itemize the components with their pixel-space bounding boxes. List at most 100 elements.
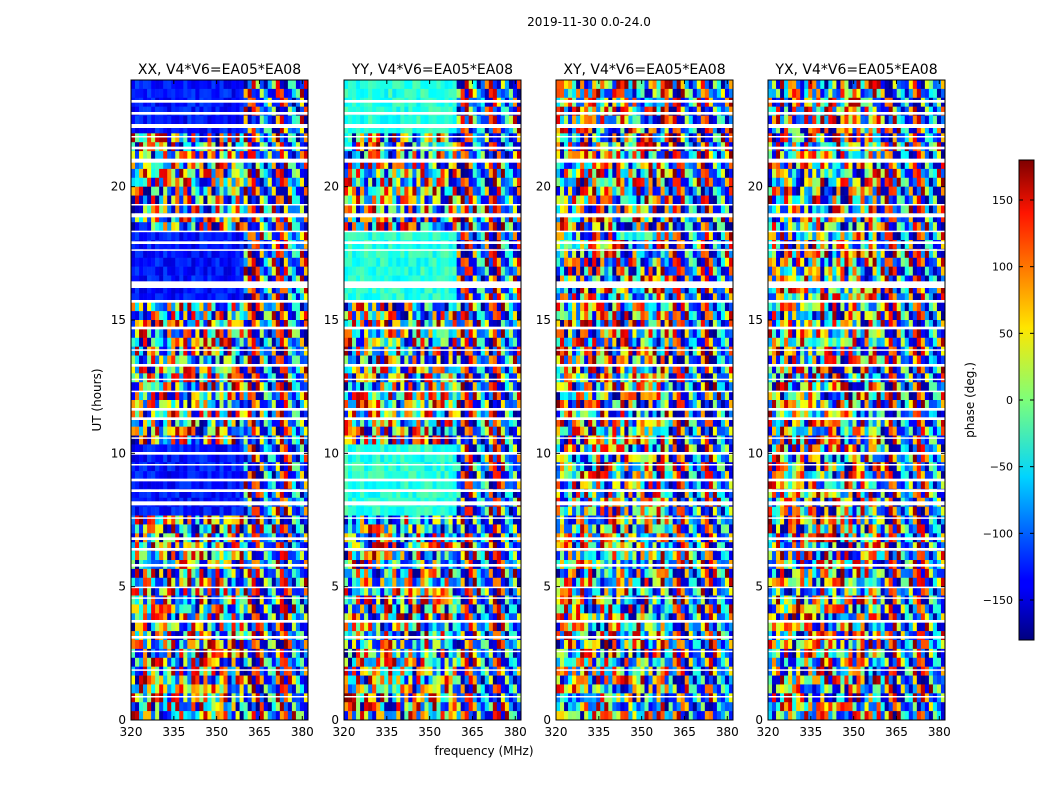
flagged-row <box>131 136 308 138</box>
heatmap-cell <box>187 364 192 374</box>
heatmap-cell <box>267 435 273 445</box>
heatmap-cell <box>344 391 349 401</box>
heatmap-cell <box>259 382 265 392</box>
heatmap-cell <box>251 435 256 445</box>
heatmap-cell <box>468 168 474 179</box>
heatmap-cell <box>167 151 172 161</box>
heatmap-cell <box>155 400 160 410</box>
heatmap-cell <box>259 168 265 179</box>
heatmap-cell <box>348 115 353 125</box>
heatmap-cell <box>199 186 204 196</box>
heatmap-cell <box>496 124 502 134</box>
heatmap-cell <box>235 711 240 721</box>
heatmap-cell <box>155 488 160 499</box>
heatmap-cell <box>348 426 353 436</box>
heatmap-cell <box>424 417 429 427</box>
heatmap-cell <box>191 684 196 694</box>
heatmap-cell <box>271 577 277 587</box>
heatmap-cell <box>251 524 256 534</box>
heatmap-cell <box>231 186 236 196</box>
heatmap-cell <box>255 400 261 410</box>
heatmap-cell <box>211 337 216 347</box>
heatmap-cell <box>267 346 273 356</box>
heatmap-cell <box>364 382 369 392</box>
heatmap-cell <box>187 302 192 312</box>
heatmap-cell <box>175 186 180 196</box>
heatmap-cell <box>251 595 256 605</box>
heatmap-cell <box>480 151 486 161</box>
heatmap-cell <box>259 195 265 205</box>
heatmap-cell <box>496 293 502 303</box>
heatmap-cell <box>299 204 305 214</box>
y-tick-label: 0 <box>118 713 126 727</box>
heatmap-cell <box>492 186 498 196</box>
heatmap-cell <box>163 488 168 499</box>
heatmap-cell <box>512 284 518 294</box>
heatmap-cell <box>235 551 240 561</box>
heatmap-cell <box>428 160 433 170</box>
heatmap-cell <box>271 293 277 303</box>
heatmap-cell <box>444 284 449 294</box>
heatmap-cell <box>131 160 136 170</box>
heatmap-cell <box>267 177 273 187</box>
heatmap-cell <box>283 435 289 445</box>
heatmap-cell <box>492 311 498 321</box>
heatmap-cell <box>243 471 248 481</box>
heatmap-cell <box>203 542 208 552</box>
heatmap-cell <box>207 231 212 241</box>
heatmap-cell <box>444 275 449 285</box>
heatmap-cell <box>195 408 200 419</box>
heatmap-cell <box>344 417 349 427</box>
heatmap-cell <box>448 320 453 330</box>
heatmap-cell <box>452 337 457 347</box>
y-tick-label: 10 <box>111 446 126 460</box>
heatmap-cell <box>143 293 148 303</box>
heatmap-cell <box>263 675 269 685</box>
heatmap-cell <box>267 364 273 374</box>
heatmap-cell <box>303 284 309 294</box>
heatmap-cell <box>159 177 164 187</box>
heatmap-cell <box>239 551 244 561</box>
heatmap-cell <box>516 320 522 330</box>
heatmap-cell <box>380 284 385 294</box>
heatmap-cell <box>135 391 140 401</box>
heatmap-cell <box>500 426 506 436</box>
heatmap-cell <box>223 568 228 579</box>
heatmap-cell <box>163 675 168 685</box>
heatmap-cell <box>239 613 244 623</box>
heatmap-cell <box>404 382 409 392</box>
heatmap-cell <box>219 391 224 401</box>
heatmap-cell <box>488 302 494 312</box>
heatmap-cell <box>291 480 297 490</box>
heatmap-cell <box>512 80 518 90</box>
heatmap-cell <box>468 311 474 321</box>
heatmap-cell <box>239 248 244 259</box>
heatmap-cell <box>207 80 212 90</box>
heatmap-cell <box>303 355 309 365</box>
heatmap-cell <box>195 711 200 721</box>
heatmap-cell <box>251 231 256 241</box>
heatmap-cell <box>239 355 244 365</box>
heatmap-cell <box>380 80 385 90</box>
heatmap-cell <box>476 373 482 383</box>
flagged-row <box>131 478 308 482</box>
heatmap-cell <box>448 284 453 294</box>
heatmap-cell <box>420 426 425 436</box>
heatmap-cell <box>344 311 349 321</box>
heatmap-cell <box>259 248 265 259</box>
heatmap-cell <box>516 400 522 410</box>
heatmap-cell <box>219 248 224 259</box>
heatmap-cell <box>303 373 309 383</box>
heatmap-cell <box>420 177 425 187</box>
heatmap-cell <box>468 80 474 90</box>
heatmap-cell <box>372 293 377 303</box>
heatmap-cell <box>179 373 184 383</box>
heatmap-cell <box>219 657 224 667</box>
heatmap-cell <box>183 382 188 392</box>
heatmap-cell <box>460 213 465 223</box>
heatmap-cell <box>400 186 405 196</box>
heatmap-cell <box>243 133 248 143</box>
heatmap-cell <box>271 106 277 116</box>
heatmap-cell <box>364 115 369 125</box>
heatmap-cell <box>223 275 228 285</box>
